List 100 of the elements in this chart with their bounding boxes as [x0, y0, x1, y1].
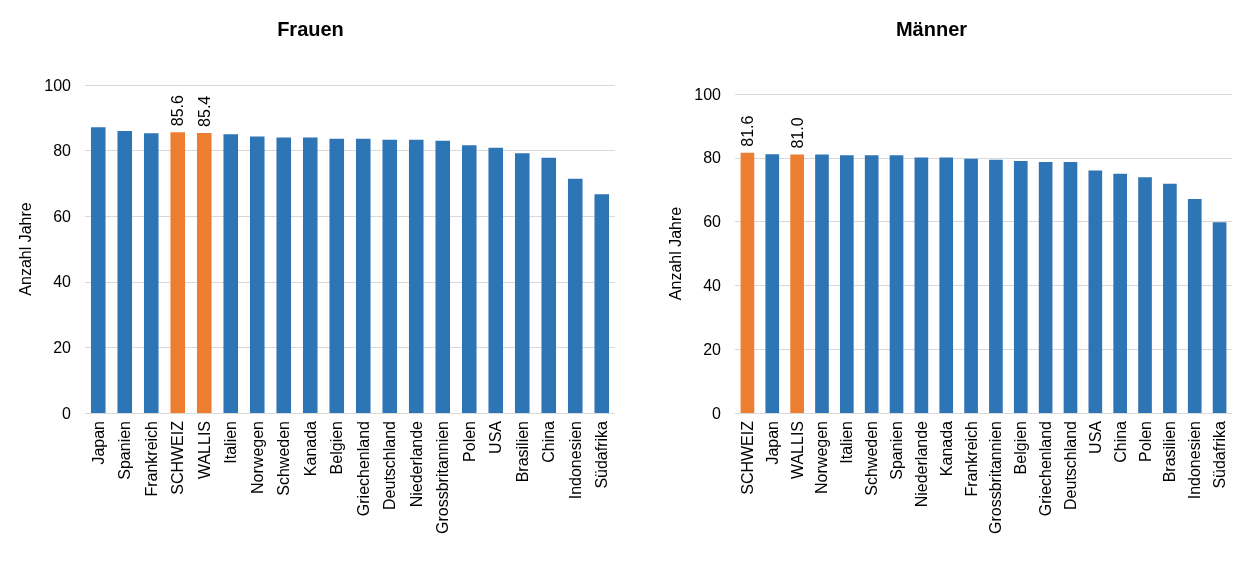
bar — [765, 154, 780, 413]
x-tick-label: Südafrika — [1211, 420, 1229, 489]
bar — [889, 155, 904, 413]
y-tick-label: 0 — [62, 404, 72, 422]
bar — [740, 152, 755, 413]
y-tick-label: 40 — [703, 276, 722, 294]
chart-title: Männer — [895, 18, 968, 40]
y-tick-label: 80 — [53, 142, 72, 160]
x-tick-label: Spanien — [888, 421, 906, 480]
x-tick-label: Polen — [460, 421, 478, 462]
y-tick-label: 100 — [694, 85, 722, 103]
y-tick-label: 100 — [44, 76, 72, 94]
bar — [914, 157, 929, 413]
x-tick-label: SCHWEIZ — [738, 420, 756, 495]
x-tick-label: Grossbritannien — [434, 421, 452, 534]
bar — [594, 194, 610, 413]
bar — [815, 154, 829, 413]
x-tick-label: Frankreich — [142, 421, 160, 497]
bar — [408, 139, 424, 413]
bar — [249, 136, 265, 413]
x-tick-label: Italien — [838, 421, 856, 464]
y-tick-label: 60 — [703, 213, 722, 231]
bar — [488, 147, 504, 413]
bar — [541, 157, 557, 413]
bar — [790, 154, 804, 413]
x-tick-label: Deutschland — [381, 421, 399, 510]
x-tick-label: Südafrika — [593, 420, 611, 489]
bar — [1038, 161, 1053, 413]
x-tick-label: Norwegen — [813, 421, 831, 494]
y-tick-label: 40 — [53, 273, 72, 291]
bar — [90, 127, 106, 413]
y-tick-label: 20 — [53, 338, 72, 356]
x-tick-label: Belgien — [328, 421, 346, 475]
x-tick-label: Grossbritannien — [987, 421, 1005, 534]
data-label: 85.4 — [195, 95, 213, 127]
x-tick-label: Indonesien — [1186, 421, 1204, 500]
x-tick-label: Frankreich — [962, 421, 980, 497]
x-tick-label: USA — [1086, 420, 1104, 454]
bar — [939, 157, 954, 413]
bar — [117, 130, 133, 413]
data-label: 85.6 — [169, 94, 187, 127]
x-tick-label: Griechenland — [1037, 421, 1055, 517]
bar — [989, 159, 1003, 413]
data-label: 81.0 — [788, 117, 806, 149]
x-tick-label: SCHWEIZ — [169, 420, 187, 495]
bar — [964, 158, 978, 413]
bar — [461, 145, 477, 413]
x-tick-label: USA — [487, 420, 505, 454]
y-axis-title: Anzahl Jahre — [16, 202, 34, 296]
x-tick-label: WALLIS — [195, 421, 213, 480]
bar — [839, 155, 854, 413]
bar — [196, 132, 212, 413]
bar — [302, 137, 318, 413]
bar — [382, 139, 398, 413]
bar — [329, 138, 345, 413]
bar — [1138, 177, 1152, 413]
bar — [864, 155, 879, 413]
bar — [567, 178, 583, 413]
x-tick-label: Deutschland — [1061, 421, 1079, 510]
bar — [170, 132, 186, 413]
x-tick-label: Schweden — [275, 421, 293, 496]
bar — [1063, 161, 1078, 413]
x-tick-label: Schweden — [863, 421, 881, 496]
y-tick-label: 60 — [53, 207, 72, 225]
x-tick-label: Italien — [222, 421, 240, 464]
x-tick-label: Niederlande — [912, 420, 930, 508]
bar — [435, 140, 451, 413]
x-tick-label: WALLIS — [788, 421, 806, 480]
x-tick-label: Norwegen — [248, 421, 266, 494]
bar — [223, 134, 239, 413]
x-tick-label: Brasilien — [513, 421, 531, 483]
bar — [1187, 198, 1202, 413]
x-tick-label: Japan — [89, 421, 107, 465]
bar — [276, 137, 292, 413]
x-tick-label: Niederlande — [407, 420, 425, 508]
bar — [1013, 160, 1028, 413]
x-tick-label: Belgien — [1012, 421, 1030, 475]
bar — [1113, 173, 1128, 413]
bar — [143, 133, 159, 413]
x-tick-label: Kanada — [301, 420, 319, 477]
x-tick-label: Brasilien — [1161, 421, 1179, 483]
bar — [514, 153, 530, 413]
bar — [1163, 183, 1177, 413]
x-tick-label: Polen — [1136, 421, 1154, 462]
y-tick-label: 20 — [703, 340, 722, 358]
y-tick-label: 0 — [712, 404, 722, 422]
y-tick-label: 80 — [703, 149, 722, 167]
chart-title: Frauen — [277, 18, 344, 40]
bar — [355, 138, 371, 413]
x-tick-label: China — [540, 420, 558, 463]
bar — [1088, 170, 1103, 413]
x-tick-label: Spanien — [116, 421, 134, 480]
x-tick-label: China — [1111, 420, 1129, 463]
data-label: 81.6 — [738, 115, 756, 147]
x-tick-label: Griechenland — [354, 421, 372, 517]
x-tick-label: Indonesien — [566, 421, 584, 500]
y-axis-title: Anzahl Jahre — [666, 206, 684, 301]
x-tick-label: Kanada — [937, 420, 955, 477]
x-tick-label: Japan — [763, 421, 781, 465]
bar — [1212, 222, 1227, 413]
